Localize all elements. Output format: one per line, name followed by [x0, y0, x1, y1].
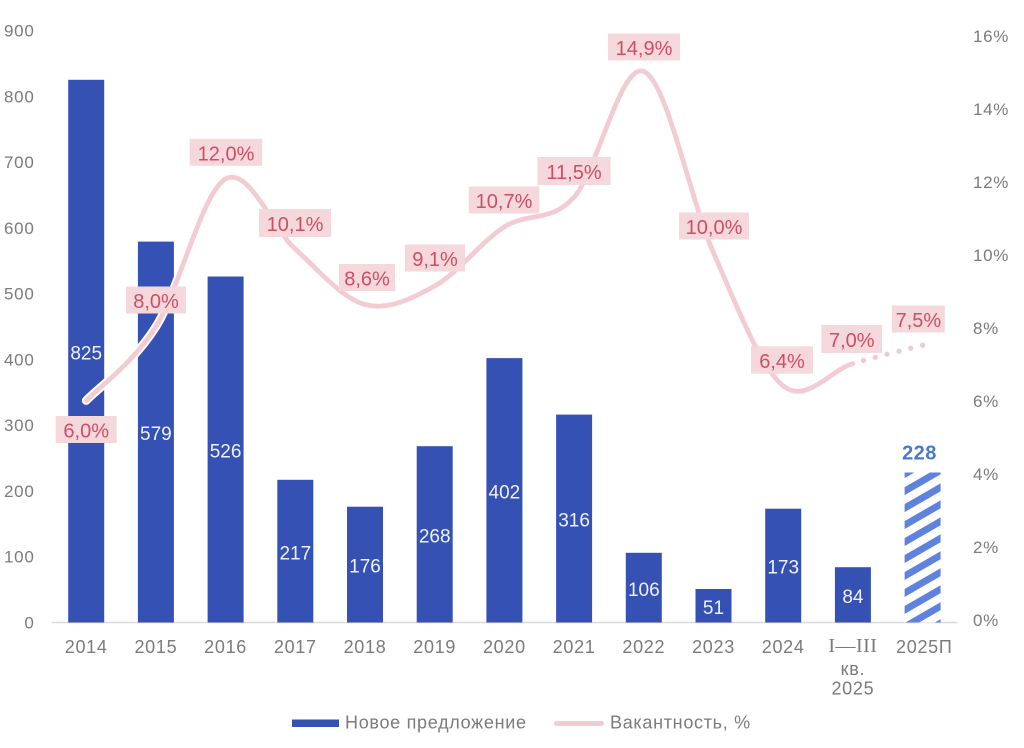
- svg-text:4%: 4%: [973, 465, 999, 484]
- svg-text:0%: 0%: [973, 611, 999, 630]
- svg-text:700: 700: [4, 153, 34, 172]
- svg-text:600: 600: [4, 219, 34, 238]
- svg-text:2014: 2014: [65, 637, 108, 657]
- svg-text:526: 526: [210, 442, 242, 463]
- svg-text:10,7%: 10,7%: [476, 191, 533, 213]
- svg-text:I—III: I—III: [828, 635, 877, 657]
- svg-text:217: 217: [279, 543, 311, 564]
- svg-text:51: 51: [703, 598, 724, 619]
- svg-text:402: 402: [489, 482, 521, 503]
- svg-text:14,9%: 14,9%: [616, 38, 673, 60]
- svg-text:900: 900: [4, 22, 34, 41]
- svg-text:84: 84: [842, 587, 864, 608]
- svg-text:2017: 2017: [274, 637, 317, 657]
- svg-text:400: 400: [4, 350, 34, 369]
- svg-text:6,0%: 6,0%: [63, 421, 109, 443]
- svg-text:106: 106: [628, 580, 660, 601]
- svg-text:7,5%: 7,5%: [896, 310, 942, 332]
- svg-text:2024: 2024: [762, 637, 805, 657]
- svg-text:800: 800: [4, 87, 34, 106]
- svg-text:173: 173: [767, 558, 799, 579]
- svg-text:кв.: кв.: [841, 659, 866, 679]
- svg-text:2016: 2016: [204, 637, 247, 657]
- svg-text:Вакантность, %: Вакантность, %: [610, 713, 751, 733]
- svg-text:268: 268: [419, 527, 451, 548]
- svg-text:11,5%: 11,5%: [546, 162, 601, 184]
- svg-text:2023: 2023: [692, 637, 735, 657]
- svg-text:2019: 2019: [413, 637, 456, 657]
- svg-text:228: 228: [902, 443, 937, 465]
- svg-text:12%: 12%: [973, 173, 1009, 192]
- svg-text:579: 579: [140, 424, 172, 445]
- svg-text:16%: 16%: [973, 27, 1009, 46]
- svg-text:316: 316: [558, 511, 590, 532]
- svg-text:10,1%: 10,1%: [267, 214, 324, 236]
- svg-text:176: 176: [349, 557, 381, 578]
- svg-text:200: 200: [4, 482, 34, 501]
- svg-text:2%: 2%: [973, 538, 999, 557]
- svg-text:6%: 6%: [973, 392, 999, 411]
- svg-text:9,1%: 9,1%: [412, 249, 458, 271]
- svg-text:100: 100: [4, 548, 34, 567]
- svg-text:0: 0: [24, 614, 34, 633]
- svg-text:7,0%: 7,0%: [829, 330, 875, 352]
- svg-text:825: 825: [70, 343, 102, 364]
- svg-text:2015: 2015: [134, 637, 177, 657]
- svg-text:2021: 2021: [553, 637, 596, 657]
- svg-text:500: 500: [4, 285, 34, 304]
- svg-text:8,6%: 8,6%: [344, 269, 390, 291]
- svg-text:10,0%: 10,0%: [686, 217, 743, 239]
- svg-text:2022: 2022: [622, 637, 665, 657]
- svg-text:10%: 10%: [973, 246, 1009, 265]
- svg-text:14%: 14%: [973, 100, 1009, 119]
- svg-text:300: 300: [4, 416, 34, 435]
- svg-text:8,0%: 8,0%: [133, 291, 179, 313]
- svg-text:2018: 2018: [344, 637, 387, 657]
- svg-text:2025П: 2025П: [896, 637, 952, 657]
- svg-text:2025: 2025: [831, 679, 874, 699]
- svg-text:8%: 8%: [973, 319, 999, 338]
- svg-text:2020: 2020: [483, 637, 526, 657]
- svg-text:Новое предложение: Новое предложение: [345, 713, 527, 733]
- svg-text:12,0%: 12,0%: [198, 144, 255, 166]
- svg-text:6,4%: 6,4%: [759, 351, 805, 373]
